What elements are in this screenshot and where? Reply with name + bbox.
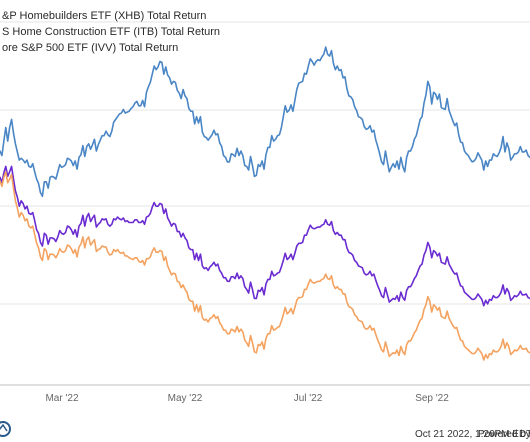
ycharts-logo — [0, 421, 11, 437]
legend-xhb: &P Homebuilders ETF (XHB) Total Return — [2, 10, 206, 22]
legend-itb: S Home Construction ETF (ITB) Total Retu… — [2, 26, 220, 38]
x-tick-label: May '22 — [168, 393, 203, 404]
x-axis-ticks: Mar '22 May '22 Jul '22 Sep '22 — [45, 393, 449, 404]
series-line-xhb — [0, 46, 530, 198]
legend-ivv: ore S&P 500 ETF (IVV) Total Return — [2, 42, 178, 54]
footer-date: Oct 21 2022, 1:26PM EDT. — [415, 429, 530, 440]
x-tick-label: Mar '22 — [45, 393, 78, 404]
x-tick-label: Jul '22 — [294, 393, 323, 404]
legend: &P Homebuilders ETF (XHB) Total Return S… — [2, 10, 220, 54]
series-lines — [0, 46, 530, 361]
series-line-ivv — [0, 171, 530, 361]
series-line-itb — [0, 165, 530, 307]
gridlines — [0, 21, 530, 386]
footer: Oct 21 2022, 1:26PM EDT. Powered by — [415, 429, 530, 440]
footer-powered: Powered by — [478, 429, 530, 440]
x-tick-label: Sep '22 — [415, 393, 449, 404]
